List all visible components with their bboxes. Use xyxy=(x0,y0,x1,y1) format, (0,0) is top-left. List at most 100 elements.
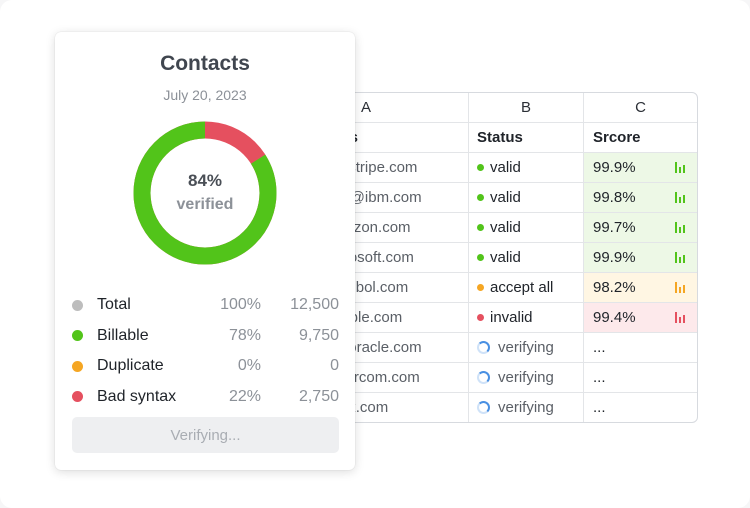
score-chart-icon[interactable] xyxy=(675,312,685,323)
score-chart-icon[interactable] xyxy=(675,192,685,203)
status-text: accept all xyxy=(490,279,554,296)
spreadsheet: A B C ess Status Srcore @stripe.comvalid… xyxy=(324,92,698,423)
score-chart-icon[interactable] xyxy=(675,222,685,233)
legend-row-bad-syntax: Bad syntax 22% 2,750 xyxy=(72,382,339,413)
table-row: @oracle.com verifying... xyxy=(325,332,697,362)
contacts-card: Contacts July 20, 2023 84% verified Tota… xyxy=(55,32,355,470)
status-cell[interactable]: verifying xyxy=(468,393,583,422)
email-cell[interactable]: be@ibm.com xyxy=(333,189,422,206)
table-row: apple.com invalid 99.4% xyxy=(325,302,697,332)
status-dot-icon xyxy=(477,164,484,171)
legend-percent: 0% xyxy=(237,357,261,375)
card-date: July 20, 2023 xyxy=(163,87,247,103)
score-cell[interactable]: 99.8% xyxy=(583,183,697,212)
donut-percent: 84% xyxy=(187,171,223,190)
legend-percent: 22% xyxy=(228,387,261,405)
status-dot-icon xyxy=(477,224,484,231)
score-text: 99.7% xyxy=(593,219,636,236)
score-cell[interactable]: 99.4% xyxy=(583,303,697,332)
email-cell[interactable]: @oracle.com xyxy=(333,339,422,356)
loading-spinner-icon xyxy=(477,371,490,384)
score-text: ... xyxy=(593,399,606,416)
legend-dot xyxy=(72,360,83,372)
status-text: valid xyxy=(490,219,521,236)
legend-percent: 78% xyxy=(228,326,261,344)
legend: Total 100% 12,500 Billable 78% 9,750 Duplicate… xyxy=(72,290,339,412)
status-text: valid xyxy=(490,249,521,266)
verified-donut-chart xyxy=(133,121,277,265)
legend-name: Billable xyxy=(97,326,149,344)
score-cell[interactable]: ... xyxy=(583,393,697,422)
legend-row-duplicate: Duplicate 0% 0 xyxy=(72,351,339,382)
donut-verified-segment xyxy=(133,121,277,265)
score-text: ... xyxy=(593,339,606,356)
status-text: valid xyxy=(490,189,521,206)
legend-count: 2,750 xyxy=(298,387,339,405)
table-row: be@ibm.com valid 99.8% xyxy=(325,182,697,212)
status-cell[interactable]: valid xyxy=(468,183,583,212)
score-cell[interactable]: 98.2% xyxy=(583,273,697,302)
legend-dot xyxy=(72,391,83,403)
score-chart-icon[interactable] xyxy=(675,282,685,293)
score-cell[interactable]: ... xyxy=(583,333,697,362)
legend-dot xyxy=(72,299,83,311)
table-row: mazon.com valid 99.7% xyxy=(325,212,697,242)
legend-row-billable: Billable 78% 9,750 xyxy=(72,321,339,352)
legend-count: 0 xyxy=(330,357,339,375)
score-chart-icon[interactable] xyxy=(675,252,685,263)
score-text: 99.8% xyxy=(593,189,636,206)
loading-spinner-icon xyxy=(477,341,490,354)
table-row: icrosoft.com valid 99.9% xyxy=(325,242,697,272)
score-text: 98.2% xyxy=(593,279,636,296)
score-cell[interactable]: ... xyxy=(583,363,697,392)
legend-count: 12,500 xyxy=(290,296,339,314)
field-header-row: ess Status Srcore xyxy=(325,122,697,152)
status-cell[interactable]: valid xyxy=(468,213,583,242)
column-a-header[interactable]: A xyxy=(361,99,372,116)
status-cell[interactable]: verifying xyxy=(468,363,583,392)
column-c-header[interactable]: C xyxy=(583,93,697,122)
table-row: @x.com verifying... xyxy=(325,392,697,422)
table-row: @stripe.com valid 99.9% xyxy=(325,152,697,182)
score-text: 99.4% xyxy=(593,309,636,326)
status-cell[interactable]: verifying xyxy=(468,333,583,362)
column-letters-row: A B C xyxy=(325,93,697,122)
legend-name: Bad syntax xyxy=(97,387,177,405)
status-dot-icon xyxy=(477,194,484,201)
sheet-body: @stripe.com valid 99.9% be@ibm.com valid 99.8… xyxy=(325,152,697,422)
status-cell[interactable]: valid xyxy=(468,153,583,182)
score-chart-icon[interactable] xyxy=(675,162,685,173)
column-b-header[interactable]: B xyxy=(468,93,583,122)
status-dot-icon xyxy=(477,254,484,261)
legend-name: Duplicate xyxy=(97,357,164,375)
status-text: verifying xyxy=(498,399,554,416)
status-text: verifying xyxy=(498,339,554,356)
status-text: valid xyxy=(490,159,521,176)
table-row: ntercom.com verifying... xyxy=(325,362,697,392)
score-header[interactable]: Srcore xyxy=(583,123,697,152)
legend-name: Total xyxy=(97,296,131,314)
status-header[interactable]: Status xyxy=(468,123,583,152)
score-text: 99.9% xyxy=(593,249,636,266)
table-row: z@bol.com accept all 98.2% xyxy=(325,272,697,302)
score-text: ... xyxy=(593,369,606,386)
score-text: 99.9% xyxy=(593,159,636,176)
status-dot-icon xyxy=(477,284,484,291)
score-cell[interactable]: 99.9% xyxy=(583,153,697,182)
card-title: Contacts xyxy=(160,52,250,75)
legend-row-total: Total 100% 12,500 xyxy=(72,290,339,321)
score-cell[interactable]: 99.7% xyxy=(583,213,697,242)
loading-spinner-icon xyxy=(477,401,490,414)
score-cell[interactable]: 99.9% xyxy=(583,243,697,272)
status-cell[interactable]: accept all xyxy=(468,273,583,302)
legend-count: 9,750 xyxy=(298,326,339,344)
legend-percent: 100% xyxy=(220,296,261,314)
status-dot-icon xyxy=(477,314,484,321)
status-text: invalid xyxy=(490,309,533,326)
status-cell[interactable]: valid xyxy=(468,243,583,272)
legend-dot xyxy=(72,330,83,342)
verifying-button[interactable]: Verifying... xyxy=(72,417,339,453)
status-text: verifying xyxy=(498,369,554,386)
status-cell[interactable]: invalid xyxy=(468,303,583,332)
donut-label: verified xyxy=(176,196,234,213)
